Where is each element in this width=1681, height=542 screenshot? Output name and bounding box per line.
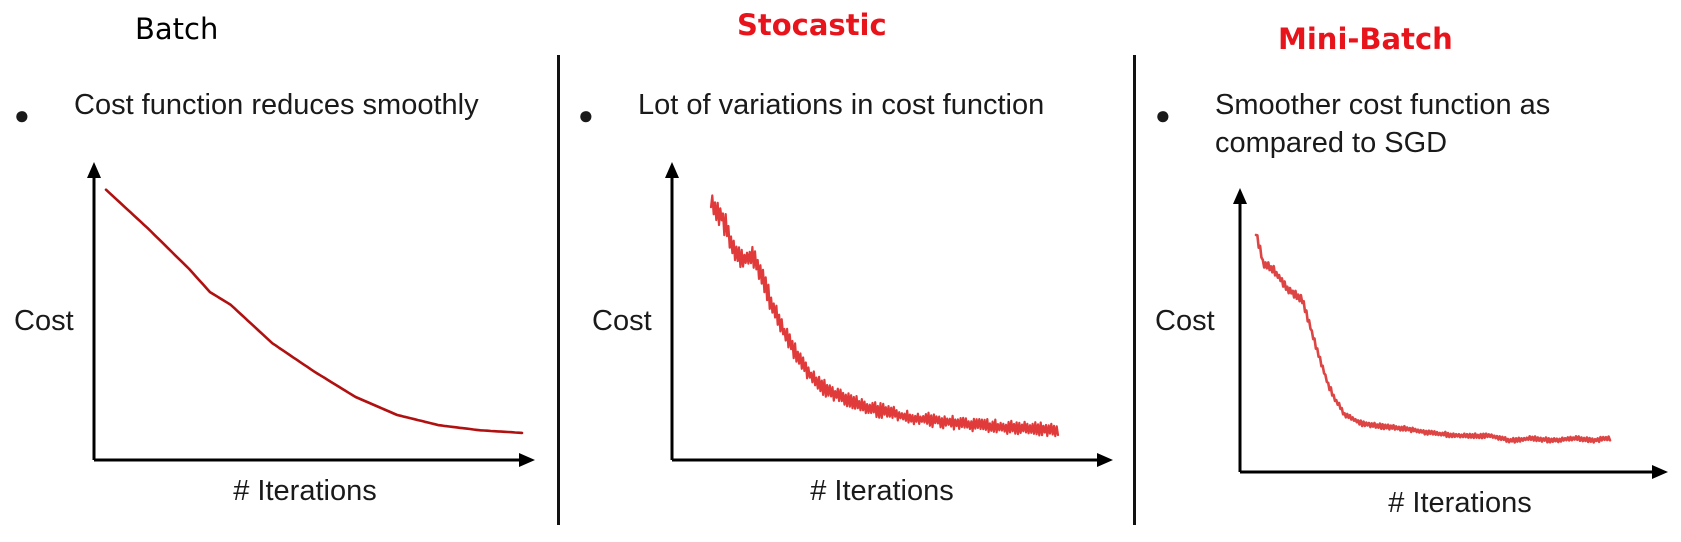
panel-divider-2 (1133, 55, 1136, 525)
panel-divider-1 (557, 55, 560, 525)
x-axis-arrow (519, 453, 535, 467)
bullet-line-2: compared to SGD (1215, 127, 1448, 159)
cost-curve (709, 194, 1060, 438)
x-axis-arrow (1097, 453, 1113, 467)
bullet-line-1: Smoother cost function as (1215, 89, 1551, 121)
cost-curve (1254, 233, 1612, 444)
chart-2: Cost # Iterations (1155, 188, 1668, 519)
bullet-dot: ● (578, 100, 594, 130)
chart-1: Cost # Iterations (592, 162, 1113, 507)
bullet-dot: ● (1155, 100, 1171, 130)
y-axis-label: Cost (14, 305, 74, 337)
y-axis-arrow (87, 162, 101, 178)
x-axis-label: # Iterations (810, 475, 953, 507)
bullet-dot: ● (14, 100, 30, 130)
x-axis-arrow (1652, 465, 1668, 479)
y-axis-label: Cost (592, 305, 652, 337)
y-axis-arrow (665, 162, 679, 178)
y-axis-arrow (1233, 188, 1247, 204)
bullet-mini-batch: ● Smoother cost function as compared to … (1155, 86, 1675, 166)
cost-curve (104, 188, 524, 435)
panel-title-stochastic: Stocastic (737, 8, 887, 42)
x-axis-label: # Iterations (233, 475, 376, 507)
y-axis-label: Cost (1155, 305, 1215, 337)
bullet-text-mini-batch: Smoother cost function as compared to SG… (1215, 86, 1550, 162)
chart-0: Cost # Iterations (14, 162, 535, 507)
x-axis-label: # Iterations (1388, 487, 1531, 519)
bullet-text-batch: Cost function reduces smoothly (74, 89, 479, 121)
panel-title-mini-batch: Mini-Batch (1278, 22, 1453, 56)
panel-title-batch: Batch (135, 12, 219, 46)
bullet-text-stochastic: Lot of variations in cost function (638, 89, 1045, 121)
